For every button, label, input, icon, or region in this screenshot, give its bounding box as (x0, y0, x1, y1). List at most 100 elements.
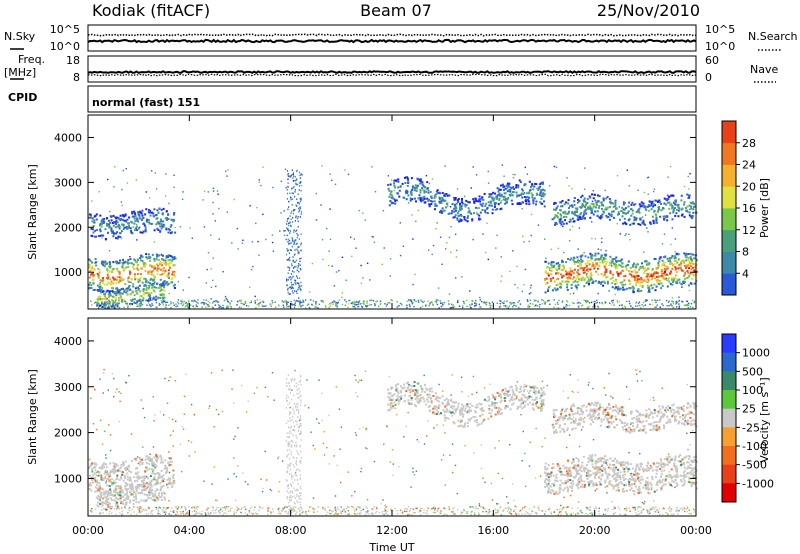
power-cell (527, 300, 529, 302)
power-cell (379, 300, 382, 302)
power-cell (646, 267, 649, 270)
power-cell (555, 289, 558, 292)
power-cell (130, 278, 133, 281)
power-cell (92, 225, 95, 227)
power-cell (230, 307, 232, 309)
power-cell (106, 217, 109, 220)
power-cell (676, 277, 679, 280)
power-cell (454, 203, 456, 206)
power-cell (664, 198, 667, 201)
power-cell (322, 258, 324, 261)
power-cell (443, 304, 445, 306)
power-cell (580, 258, 582, 261)
velocity-cell (480, 422, 483, 425)
power-cell (406, 184, 409, 187)
power-cell (156, 222, 159, 225)
power-cell (96, 284, 99, 287)
power-cell (136, 301, 138, 303)
power-cell (565, 261, 567, 264)
power-cell (293, 195, 296, 198)
velocity-cell (157, 482, 160, 485)
power-cell (401, 182, 404, 185)
power-cell (109, 270, 111, 273)
power-cell (215, 285, 217, 288)
power-cell (443, 194, 446, 197)
velocity-cell (432, 395, 435, 397)
power-cell (101, 287, 104, 290)
power-cell (487, 182, 490, 184)
power-cell (554, 202, 557, 205)
power-cell (354, 301, 356, 303)
power-cell (598, 216, 601, 219)
power-cell (671, 227, 673, 229)
power-cell (93, 219, 96, 222)
power-cell (138, 284, 141, 287)
velocity-cell (537, 406, 540, 409)
power-cell (165, 274, 168, 277)
power-cell (154, 172, 156, 174)
power-cell (98, 283, 101, 286)
noise-tick-bottom-left: 10^0 (50, 40, 80, 53)
velocity-cell (140, 489, 143, 492)
velocity-cell (508, 399, 511, 402)
velocity-cell (95, 474, 98, 477)
velocity-cell (155, 465, 158, 468)
power-cell (635, 266, 637, 269)
power-cell (321, 239, 324, 241)
power-cell (111, 222, 114, 224)
power-cell (415, 200, 417, 203)
power-cell (167, 283, 170, 285)
power-cell (136, 239, 138, 241)
power-cell (691, 217, 694, 220)
cpid-value: normal (fast) 151 (92, 96, 200, 109)
power-cell (278, 305, 280, 307)
velocity-cell (445, 408, 448, 411)
power-cell (478, 303, 480, 306)
velocity-cell (135, 489, 138, 492)
power-cell (254, 302, 256, 304)
power-cell (585, 300, 587, 302)
power-cell (215, 300, 218, 302)
power-cell (298, 270, 300, 273)
power-cell (408, 299, 410, 301)
power-cell (689, 256, 692, 259)
velocity-cell (170, 463, 173, 466)
power-cell (329, 208, 331, 210)
power-cell (296, 269, 298, 272)
velocity-cell (98, 482, 101, 484)
power-cell (441, 207, 444, 210)
velocity-cell (409, 388, 412, 391)
power-cell (457, 198, 460, 200)
power-colorbar-segment-6 (722, 142, 736, 165)
power-cell (613, 216, 615, 219)
power-cell (127, 266, 130, 268)
power-cell (568, 271, 571, 274)
power-cell (296, 282, 298, 284)
velocity-cell (499, 401, 502, 404)
power-cell (447, 205, 449, 207)
velocity-cell (152, 498, 155, 501)
power-cell (438, 198, 441, 201)
power-cell (283, 234, 286, 236)
velocity-cell (124, 487, 127, 490)
power-cell (287, 178, 289, 181)
power-cell (173, 186, 175, 188)
power-cell (390, 202, 393, 205)
velocity-cell (663, 483, 665, 486)
power-cell (599, 217, 602, 220)
power-cell (428, 205, 431, 208)
power-cell (138, 298, 141, 301)
power-cell (508, 189, 511, 191)
power-cell (409, 299, 412, 301)
power-cell (96, 298, 99, 301)
power-cell (388, 204, 391, 207)
power-cell (374, 191, 377, 193)
velocity-cell (485, 400, 488, 403)
power-cell (440, 305, 442, 307)
power-cell (283, 230, 285, 232)
power-cell (686, 270, 689, 272)
power-cell (615, 286, 617, 289)
power-cell (527, 198, 529, 201)
power-cell (653, 188, 656, 190)
power-cell (288, 293, 290, 295)
